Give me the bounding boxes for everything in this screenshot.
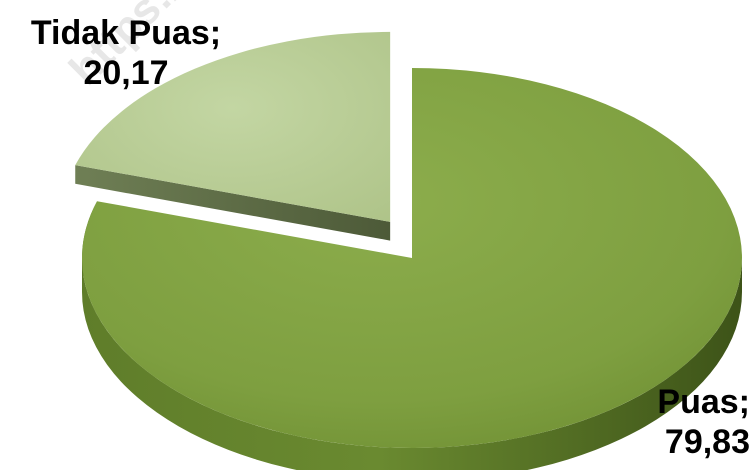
data-label-value: 79,83 bbox=[664, 423, 750, 461]
data-label-name: Puas; bbox=[657, 383, 750, 421]
data-label-puas: Puas; 79,83 bbox=[657, 382, 750, 462]
data-label-value: 20,17 bbox=[83, 54, 169, 92]
pie-slice-side-tidak-puas bbox=[75, 165, 391, 241]
pie-slice-tidak-puas bbox=[75, 31, 391, 222]
pie-slice-puas bbox=[82, 68, 743, 448]
data-label-tidak-puas: Tidak Puas; 20,17 bbox=[6, 13, 246, 93]
data-label-name: Tidak Puas; bbox=[30, 14, 222, 52]
